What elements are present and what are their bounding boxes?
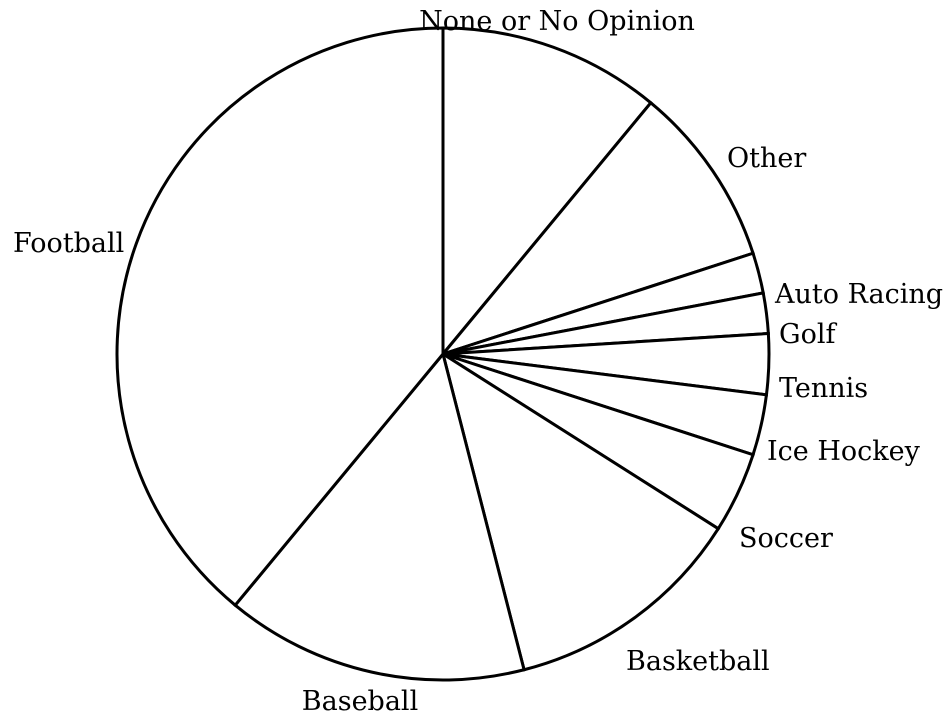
slice-label-auto-racing: Auto Racing [774,279,943,310]
pie-slices [115,26,771,682]
slice-label-football: Football [13,228,124,259]
slice-label-soccer: Soccer [739,523,833,554]
pie-slice-football [115,26,445,608]
pie-slice-none-or-no-opinion [441,26,653,359]
pie-slice-baseball [233,350,526,682]
pie-labels: None or No Opinion Other Auto Racing Golf Te… [13,6,943,717]
pie-slice-other [438,100,755,358]
slice-label-baseball: Baseball [302,686,418,717]
slice-label-none-or-no-opinion: None or No Opinion [419,6,695,37]
slice-label-ice-hockey: Ice Hockey [767,436,921,467]
pie-slice-basketball [440,350,721,672]
slice-label-golf: Golf [779,319,837,350]
slice-label-other: Other [727,143,806,174]
slice-label-tennis: Tennis [779,373,868,404]
slice-label-basketball: Basketball [626,646,770,677]
